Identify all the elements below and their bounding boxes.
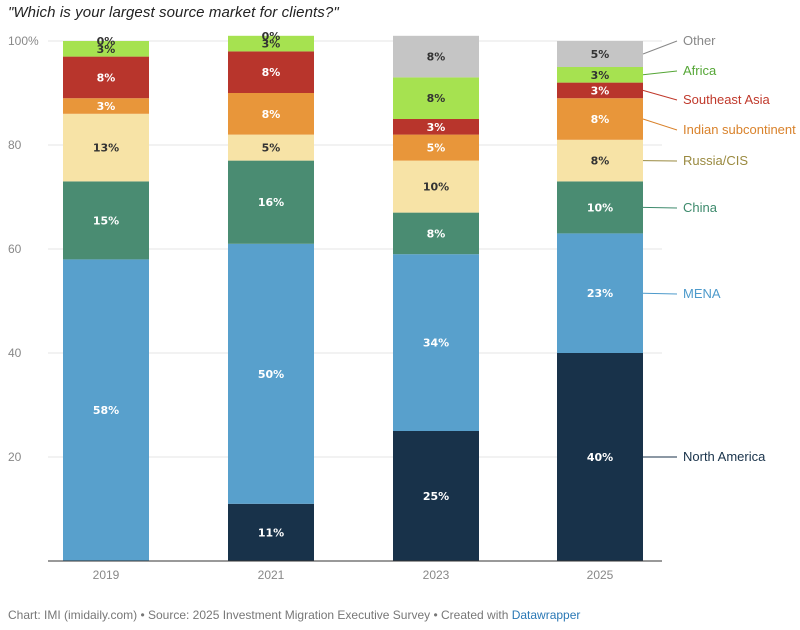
data-label-2021-indian-subcontinent: 8% [262,108,281,121]
series-connector-other [642,40,678,55]
bar-segment-2023-other[interactable] [393,35,479,78]
bar-segment-2023-china[interactable] [393,212,479,255]
data-label-2019-russia-cis: 13% [93,142,119,155]
bar-segment-2019-indian-subcontinent[interactable] [63,98,149,114]
bar-segment-2025-other[interactable] [557,41,643,67]
data-label-2021-north-america: 11% [258,526,284,539]
bar-segment-2021-indian-subcontinent[interactable] [228,93,314,135]
y-tick-label-20: 20 [8,450,22,464]
data-label-2025-other: 5% [591,48,610,61]
bar-segment-2021-africa[interactable] [228,35,314,52]
data-label-2023-indian-subcontinent: 5% [427,142,446,155]
series-connector-indian-subcontinent [642,118,678,131]
series-label-mena: MENA [683,286,721,301]
series-label-southeast-asia: Southeast Asia [683,92,770,107]
data-label-2019-mena: 58% [93,404,119,417]
data-label-2021-africa: 3% [262,38,281,51]
y-tick-label-60: 60 [8,242,22,256]
series-label-russia-cis: Russia/CIS [683,153,748,168]
series-connector-southeast-asia [642,89,678,101]
bar-segment-2019-russia-cis[interactable] [63,113,149,182]
bar-segment-2025-southeast-asia[interactable] [557,82,643,99]
stacked-bar-chart: 20406080100%0%58%15%13%3%8%3%0%201911%50… [8,30,796,582]
data-label-2021-mena: 50% [258,368,284,381]
bar-segment-2021-russia-cis[interactable] [228,134,314,161]
data-label-2025-north-america: 40% [587,451,613,464]
series-label-north-america: North America [683,449,766,464]
bar-segment-2025-indian-subcontinent[interactable] [557,98,643,140]
bar-segment-2023-indian-subcontinent[interactable] [393,134,479,161]
data-label-2025-russia-cis: 8% [591,155,610,168]
data-label-2021-other: 0% [262,30,281,43]
series-connector-africa [642,70,678,76]
data-label-2025-indian-subcontinent: 8% [591,113,610,126]
series-label-africa: Africa [683,63,717,78]
bar-segment-2021-mena[interactable] [228,243,314,504]
data-label-2019-africa: 3% [97,43,116,56]
bar-segment-2021-north-america[interactable] [228,503,314,561]
data-label-2019-southeast-asia: 8% [97,71,116,84]
datawrapper-link[interactable]: Datawrapper [511,608,581,622]
y-tick-label-100: 100% [8,34,39,48]
data-label-2023-other: 8% [427,51,446,64]
series-connector-china [642,206,678,209]
bar-segment-2023-russia-cis[interactable] [393,160,479,213]
y-tick-label-80: 80 [8,138,22,152]
series-connector-mena [642,292,678,295]
data-label-2021-southeast-asia: 8% [262,66,281,79]
bar-segment-2021-southeast-asia[interactable] [228,51,314,93]
data-label-2021-russia-cis: 5% [262,142,281,155]
bar-segment-2023-mena[interactable] [393,254,479,431]
data-label-2023-southeast-asia: 3% [427,121,446,134]
data-label-2025-china: 10% [587,201,613,214]
series-label-china: China [683,200,718,215]
data-label-2023-north-america: 25% [423,490,449,503]
data-label-2019-other: 0% [97,35,116,48]
bar-segment-2025-north-america[interactable] [557,353,643,561]
chart-footer: Chart: IMI (imidaily.com) • Source: 2025… [8,608,580,622]
bar-segment-2023-north-america[interactable] [393,431,479,561]
x-tick-label-2021: 2021 [258,568,285,582]
data-label-2021-china: 16% [258,196,284,209]
bar-segment-2019-china[interactable] [63,181,149,260]
data-label-2023-mena: 34% [423,337,449,350]
x-tick-label-2019: 2019 [93,568,120,582]
data-label-2025-africa: 3% [591,69,610,82]
data-label-2019-china: 15% [93,214,119,227]
bar-segment-2019-southeast-asia[interactable] [63,56,149,99]
x-tick-label-2025: 2025 [587,568,614,582]
footer-credit: Chart: IMI (imidaily.com) • Source: 2025… [8,608,512,622]
x-tick-label-2023: 2023 [423,568,450,582]
bar-segment-2025-africa[interactable] [557,67,643,83]
chart-title: "Which is your largest source market for… [8,4,339,21]
series-label-other: Other [683,33,716,48]
bar-segment-2025-russia-cis[interactable] [557,139,643,182]
bar-segment-2019-africa[interactable] [63,41,149,57]
data-label-2023-africa: 8% [427,92,446,105]
data-label-2023-russia-cis: 10% [423,181,449,194]
bar-segment-2025-mena[interactable] [557,233,643,353]
bar-segment-2023-southeast-asia[interactable] [393,119,479,135]
series-label-indian-subcontinent: Indian subcontinent [683,122,796,137]
data-label-2025-mena: 23% [587,287,613,300]
data-label-2025-southeast-asia: 3% [591,84,610,97]
y-tick-label-40: 40 [8,346,22,360]
data-label-2023-china: 8% [427,227,446,240]
bar-segment-2021-china[interactable] [228,160,314,244]
bar-segment-2025-china[interactable] [557,181,643,234]
data-label-2019-indian-subcontinent: 3% [97,100,116,113]
bar-segment-2023-africa[interactable] [393,77,479,119]
bar-segment-2019-mena[interactable] [63,259,149,561]
